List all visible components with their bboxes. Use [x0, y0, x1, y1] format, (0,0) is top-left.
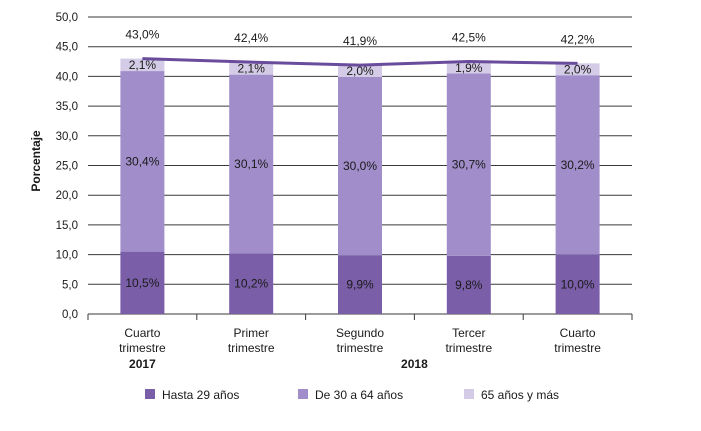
bar-segment: [338, 255, 382, 314]
x-category-label: trimestre: [119, 341, 166, 355]
bar-segment: [555, 63, 600, 76]
bar-segment: [555, 254, 600, 314]
legend-label: Hasta 29 años: [162, 388, 239, 402]
y-tick-label: 35,0: [56, 101, 78, 113]
segment-value-label: 9,8%: [455, 278, 483, 292]
legend-label: De 30 a 64 años: [315, 388, 403, 402]
bar-segment: [120, 58, 165, 72]
y-tick-label: 5,0: [62, 279, 78, 291]
y-tick-label: 45,0: [56, 42, 78, 54]
segment-value-label: 30,0%: [343, 159, 377, 173]
segment-value-label: 2,0%: [564, 62, 592, 76]
legend-swatch: [298, 389, 308, 399]
x-category-label: trimestre: [554, 341, 601, 355]
total-line-path: [142, 57, 578, 67]
legend-swatch: [464, 389, 474, 399]
x-category-label: trimestre: [228, 341, 275, 355]
x-category-label: Tercer: [452, 326, 485, 340]
y-tick-label: 0,0: [62, 309, 78, 321]
segment-value-label: 10,5%: [125, 276, 159, 290]
bar-segment: [120, 71, 165, 252]
y-tick-label: 10,0: [56, 250, 78, 262]
bar-segment: [446, 62, 491, 74]
data-labels: 10,5% 30,4% 2,1% 10,2% 30,1% 2,1% 9,9% 30,0% 2,0…: [125, 28, 595, 292]
segment-value-label: 30,7%: [452, 158, 486, 172]
x-category-label: Cuarto: [124, 326, 160, 340]
x-category-label: Segundo: [336, 326, 384, 340]
bar-segment: [120, 251, 165, 314]
bar-segment: [229, 74, 274, 254]
segment-value-label: 2,0%: [346, 64, 374, 78]
segment-value-label: 10,0%: [561, 277, 595, 291]
bar-segment: [229, 62, 274, 75]
total-line: [142, 57, 578, 67]
segment-value-label: 30,4%: [125, 154, 159, 168]
segment-value-label: 10,2%: [234, 277, 268, 291]
x-category-label: Primer: [234, 326, 269, 340]
bar-segment: [338, 65, 382, 77]
y-tick-label: 40,0: [56, 71, 78, 83]
segment-value-label: 30,2%: [561, 158, 595, 172]
bar-segment: [555, 75, 600, 255]
total-value-label: 43,0%: [125, 28, 159, 42]
segment-value-label: 9,9%: [346, 278, 374, 292]
segment-value-label: 2,1%: [129, 58, 157, 72]
bars: [120, 58, 600, 314]
year-label: 2018: [401, 357, 428, 371]
y-axis-title: Porcentaje: [29, 130, 43, 192]
axes: 0,0 5,0 10,0 15,0 20,0 25,0 30,0 35,0 40,0 45,0 50…: [56, 12, 633, 371]
total-value-label: 41,9%: [343, 34, 377, 48]
x-category-label: trimestre: [337, 341, 384, 355]
total-value-label: 42,2%: [561, 32, 595, 46]
y-tick-label: 50,0: [56, 12, 78, 24]
segment-value-label: 30,1%: [234, 157, 268, 171]
legend-label: 65 años y más: [481, 388, 559, 402]
x-category-label: Cuarto: [560, 326, 596, 340]
bar-segment: [338, 76, 382, 256]
bar-segment: [446, 73, 491, 256]
legend-swatch: [145, 389, 155, 399]
y-tick-label: 15,0: [56, 220, 78, 232]
y-tick-label: 25,0: [56, 161, 78, 173]
legend: Hasta 29 años De 30 a 64 años 65 años y má…: [145, 388, 559, 402]
segment-value-label: 1,9%: [455, 61, 483, 75]
bar-segment: [446, 255, 491, 314]
y-tick-label: 20,0: [56, 190, 78, 202]
total-value-label: 42,5%: [452, 31, 486, 45]
segment-value-label: 2,1%: [238, 61, 266, 75]
bar-segment: [229, 253, 274, 314]
x-category-label: trimestre: [445, 341, 492, 355]
y-tick-label: 30,0: [56, 131, 78, 143]
total-value-label: 42,4%: [234, 31, 268, 45]
year-label: 2017: [129, 357, 156, 371]
